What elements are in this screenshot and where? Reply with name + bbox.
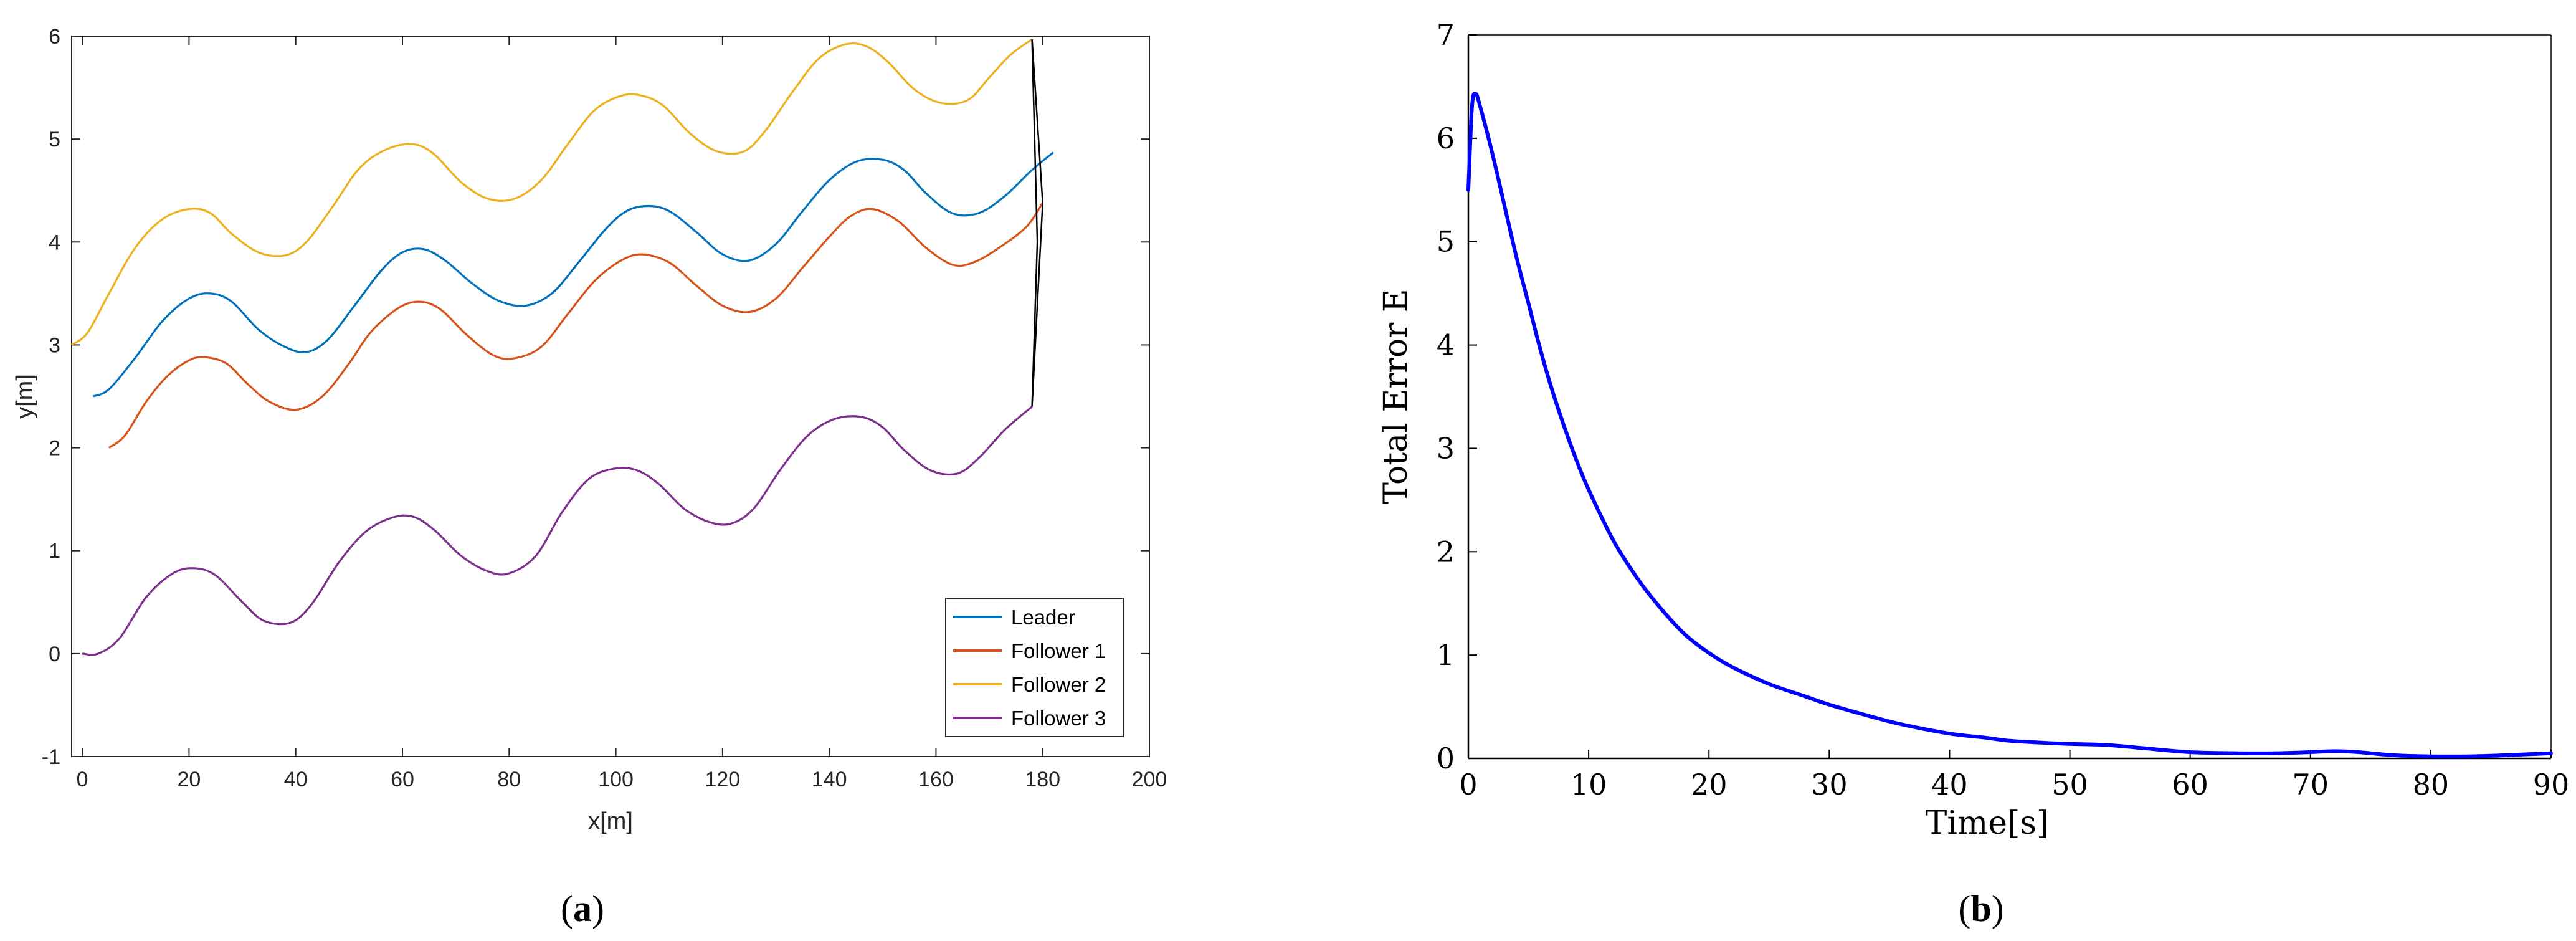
plot-a-ytick-label: -1: [42, 745, 60, 769]
plot-a-xtick-label: 0: [77, 768, 88, 791]
series-line-follower-3: [82, 406, 1033, 656]
plot-b-ytick-label: 4: [1437, 328, 1455, 362]
plot-b-xtick-label: 30: [1811, 768, 1848, 801]
legend-label-leader: Leader: [1011, 606, 1075, 629]
series-line-follower-2: [71, 38, 1033, 346]
plot-b-xtick-label: 50: [2051, 768, 2088, 801]
plot-b-series: [1466, 92, 2553, 758]
plot-b-xtick-label: 0: [1459, 768, 1477, 801]
plot-b-xtick-label: 40: [1931, 768, 1968, 801]
legend-label-follower-3: Follower 3: [1011, 707, 1106, 730]
plot-b-xtick-label: 20: [1691, 768, 1728, 801]
caption-a: (a): [561, 888, 604, 929]
plot-b-xtick-label: 60: [2172, 768, 2208, 801]
series-line-follower-1: [108, 202, 1044, 449]
plot-a-legend: Leader Follower 1 Follower 2 Follower 3: [945, 598, 1124, 737]
legend-label-follower-1: Follower 1: [1011, 639, 1106, 662]
plot-a-xtick-label: 200: [1132, 768, 1167, 791]
plot-a-xtick-label: 60: [391, 768, 414, 791]
plot-a-ytick-label: 6: [49, 25, 60, 49]
plot-b-ytick-label: 6: [1437, 122, 1455, 155]
plot-a-xtick-label: 80: [497, 768, 521, 791]
series-line-leader: [92, 151, 1054, 398]
caption-b: (b): [1958, 888, 2003, 929]
plot-a-xlabel: x[m]: [588, 808, 633, 834]
plot-b-ytick-label: 2: [1437, 535, 1455, 568]
plot-a-x-ticks: 0 20 40 60 80 100 120 140 160 180 200: [77, 36, 1167, 791]
caption-b-letter: b: [1970, 888, 1991, 929]
caption-a-letter: a: [573, 888, 592, 929]
plot-b-y-ticks: 0 1 2 3 4 5 6 7: [1437, 18, 1477, 775]
plot-b-ytick-label: 5: [1437, 225, 1455, 259]
plot-a-series: [71, 38, 1054, 656]
plot-a-xtick-label: 100: [598, 768, 634, 791]
plot-b-ytick-label: 1: [1437, 638, 1455, 672]
plot-a-ylabel: y[m]: [12, 374, 38, 419]
plot-b-xlabel: Time[s]: [1926, 805, 2050, 842]
plot-a-xtick-label: 120: [705, 768, 740, 791]
plot-b-ytick-label: 0: [1437, 742, 1455, 775]
plot-a-xtick-label: 140: [812, 768, 847, 791]
plot-b-ylabel: Total Error E: [1377, 289, 1415, 504]
panel-a: 0 20 40 60 80 100 120 140 160 180 200 -1 0 1 2 3 4 5 6 x[…: [12, 25, 1167, 929]
legend-box: [945, 598, 1124, 737]
plot-a-xtick-label: 20: [178, 768, 201, 791]
series-line-total-error-e: [1466, 92, 2553, 758]
plot-b-xtick-label: 80: [2413, 768, 2450, 801]
plot-b-ytick-label: 3: [1437, 431, 1455, 465]
plot-a-ytick-label: 0: [49, 642, 60, 666]
plot-b-xtick-label: 10: [1571, 768, 1607, 801]
plot-a-xtick-label: 160: [918, 768, 954, 791]
legend-label-follower-2: Follower 2: [1011, 673, 1106, 696]
plot-a-ytick-label: 2: [49, 437, 60, 461]
plot-a-y-ticks: -1 0 1 2 3 4 5 6: [42, 25, 1149, 769]
panel-b: 0 10 20 30 40 50 60 70 80 90 0 1 2 3 4 5 6 7 Time[s] Tot…: [1377, 18, 2569, 929]
formation-polygon: [1031, 39, 1043, 407]
plot-b-xtick-label: 90: [2533, 768, 2570, 801]
plot-a-ytick-label: 5: [49, 128, 60, 151]
plot-a-ytick-label: 3: [49, 333, 60, 357]
plot-a-ytick-label: 1: [49, 540, 60, 563]
plot-b-x-ticks: 0 10 20 30 40 50 60 70 80 90: [1459, 750, 2569, 801]
plot-a-xtick-label: 180: [1025, 768, 1060, 791]
plot-b-ytick-label: 7: [1437, 18, 1455, 52]
plot-b-xtick-label: 70: [2293, 768, 2329, 801]
plot-a-xtick-label: 40: [284, 768, 308, 791]
plot-a-formation-lines: [1031, 39, 1043, 407]
plot-a-ytick-label: 4: [49, 231, 60, 254]
